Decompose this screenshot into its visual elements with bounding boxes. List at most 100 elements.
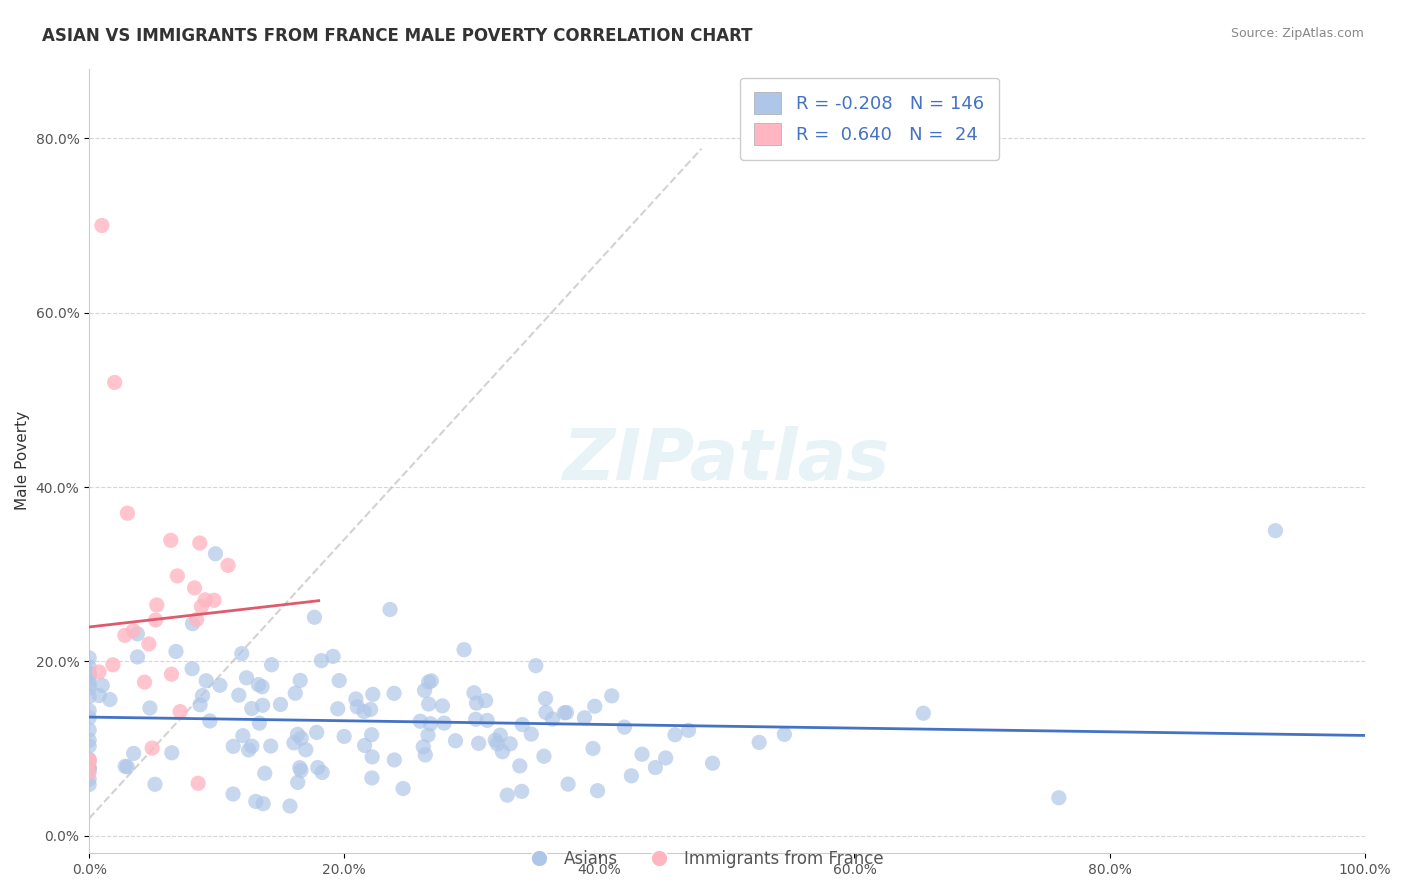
Asians <box>361 687 384 701</box>
Asians <box>418 697 440 711</box>
Asians <box>631 747 654 762</box>
Asians <box>360 702 382 716</box>
Asians <box>127 649 149 664</box>
Asians <box>304 610 326 624</box>
Asians <box>222 787 245 801</box>
Asians <box>486 737 509 751</box>
Asians <box>392 781 415 796</box>
Asians <box>409 714 432 729</box>
Immigrants from France <box>166 569 188 583</box>
Asians <box>465 696 488 710</box>
Asians <box>278 799 301 814</box>
Asians <box>474 693 496 707</box>
Asians <box>912 706 935 721</box>
Asians <box>122 747 145 761</box>
Immigrants from France <box>187 776 209 790</box>
Asians <box>240 701 263 715</box>
Immigrants from France <box>87 665 110 679</box>
Asians <box>77 677 100 691</box>
Asians <box>77 723 100 737</box>
Asians <box>283 736 305 750</box>
Asians <box>541 712 564 726</box>
Asians <box>664 728 686 742</box>
Immigrants from France <box>188 536 211 550</box>
Asians <box>382 686 405 700</box>
Asians <box>77 681 100 695</box>
Asians <box>77 667 100 681</box>
Asians <box>353 739 375 753</box>
Asians <box>191 689 214 703</box>
Asians <box>77 761 100 775</box>
Asians <box>353 705 375 719</box>
Asians <box>360 728 382 742</box>
Asians <box>491 745 513 759</box>
Asians <box>496 788 519 802</box>
Immigrants from France <box>202 593 225 607</box>
Asians <box>344 692 367 706</box>
Immigrants from France <box>77 753 100 767</box>
Asians <box>89 689 111 703</box>
Asians <box>290 764 312 778</box>
Asians <box>160 746 183 760</box>
Asians <box>284 686 307 700</box>
Asians <box>420 673 443 688</box>
Asians <box>231 647 253 661</box>
Immigrants from France <box>159 533 181 548</box>
Asians <box>98 692 121 706</box>
Legend: Asians, Immigrants from France: Asians, Immigrants from France <box>515 844 891 875</box>
Immigrants from France <box>117 506 139 520</box>
Asians <box>620 769 643 783</box>
Asians <box>165 644 187 658</box>
Asians <box>509 759 531 773</box>
Asians <box>77 673 100 687</box>
Immigrants from France <box>101 657 124 672</box>
Asians <box>412 739 434 754</box>
Asians <box>378 602 401 616</box>
Immigrants from France <box>160 667 183 681</box>
Asians <box>477 714 499 728</box>
Asians <box>240 739 263 754</box>
Asians <box>583 699 606 714</box>
Asians <box>433 716 456 731</box>
Asians <box>1047 790 1070 805</box>
Immigrants from France <box>104 376 127 390</box>
Asians <box>77 739 100 753</box>
Immigrants from France <box>90 219 112 233</box>
Asians <box>290 731 312 746</box>
Asians <box>247 678 270 692</box>
Asians <box>77 711 100 725</box>
Text: Source: ZipAtlas.com: Source: ZipAtlas.com <box>1230 27 1364 40</box>
Asians <box>520 727 543 741</box>
Asians <box>382 753 405 767</box>
Asians <box>678 723 700 738</box>
Asians <box>260 657 283 672</box>
Y-axis label: Male Poverty: Male Poverty <box>15 411 30 510</box>
Asians <box>77 733 100 747</box>
Asians <box>489 728 512 742</box>
Asians <box>77 690 100 704</box>
Asians <box>748 735 770 749</box>
Asians <box>269 698 291 712</box>
Asians <box>305 725 328 739</box>
Asians <box>361 750 384 764</box>
Asians <box>253 766 276 780</box>
Asians <box>484 733 506 747</box>
Immigrants from France <box>141 741 163 756</box>
Asians <box>413 747 436 762</box>
Asians <box>238 743 260 757</box>
Asians <box>245 794 267 808</box>
Asians <box>574 711 596 725</box>
Asians <box>181 616 204 631</box>
Asians <box>287 727 309 741</box>
Immigrants from France <box>77 755 100 769</box>
Asians <box>418 675 440 690</box>
Asians <box>77 660 100 674</box>
Asians <box>582 741 605 756</box>
Asians <box>252 698 274 713</box>
Asians <box>77 760 100 774</box>
Immigrants from France <box>217 558 239 573</box>
Asians <box>413 683 436 698</box>
Asians <box>524 658 547 673</box>
Asians <box>235 671 257 685</box>
Immigrants from France <box>194 593 217 607</box>
